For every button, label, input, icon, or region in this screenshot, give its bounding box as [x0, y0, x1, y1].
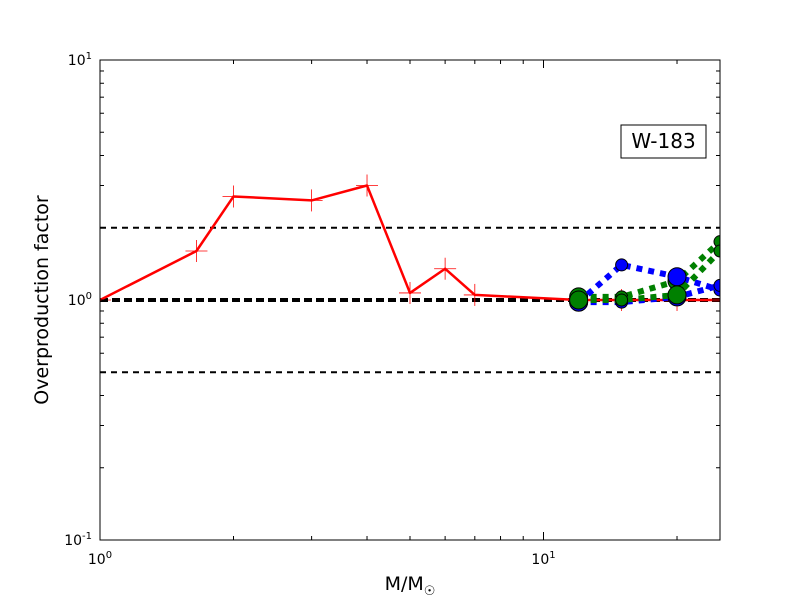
x-tick-label-1-base: 10 [88, 552, 106, 568]
series-4-point-4 [713, 278, 720, 292]
series-layer [100, 174, 720, 312]
series-1-point-2 [185, 240, 208, 263]
series-3-line [576, 261, 720, 305]
x-axis-title-main: M/M [385, 573, 424, 595]
x-tick-label-2-base: 10 [531, 552, 549, 568]
y-tick-label-2: 100 [68, 291, 92, 309]
x-axis-title-subscript: ☉ [424, 584, 436, 599]
series-1-point-8 [463, 283, 486, 306]
y-tick-label-2-exponent: 0 [86, 291, 92, 302]
annotation-frame [620, 124, 707, 159]
y-tick-label-1: 10-1 [64, 531, 92, 549]
series-5-point-1 [569, 290, 589, 310]
series-4-line [578, 282, 720, 306]
series-1-point-4 [300, 189, 323, 212]
series-3-point-2 [615, 258, 629, 272]
series-1-point-7 [434, 257, 457, 280]
series-5-point-2 [615, 293, 629, 307]
series-1-point-5 [356, 174, 379, 197]
y-tick-label-1-exponent: -1 [82, 531, 92, 542]
x-axis-title: M/M☉ [385, 573, 436, 599]
series-1-point-6 [399, 281, 421, 304]
x-tick-label-2: 101 [531, 550, 555, 568]
y-tick-label-1-base: 10 [64, 533, 82, 549]
series-1-point-3 [222, 185, 245, 208]
x-tick-label-1: 100 [88, 550, 112, 568]
y-tick-label-2-base: 10 [68, 293, 86, 309]
y-tick-label-3-exponent: 1 [86, 51, 92, 62]
series-5 [569, 244, 720, 310]
annotation-label: W-183 [631, 129, 695, 153]
y-tick-label-3-base: 10 [68, 53, 86, 69]
series-5-point-3 [667, 285, 687, 305]
series-5-point-4 [713, 244, 720, 258]
x-tick-label-2-exponent: 1 [549, 550, 555, 561]
y-tick-label-3: 101 [68, 51, 92, 69]
x-tick-label-1-exponent: 0 [106, 550, 112, 561]
annotation-box: W-183 [620, 124, 707, 159]
plot-frame [99, 59, 721, 541]
series-3-point-3 [667, 267, 687, 287]
y-axis-title: Overproduction factor [31, 195, 53, 405]
series-2-point-4 [713, 235, 720, 249]
